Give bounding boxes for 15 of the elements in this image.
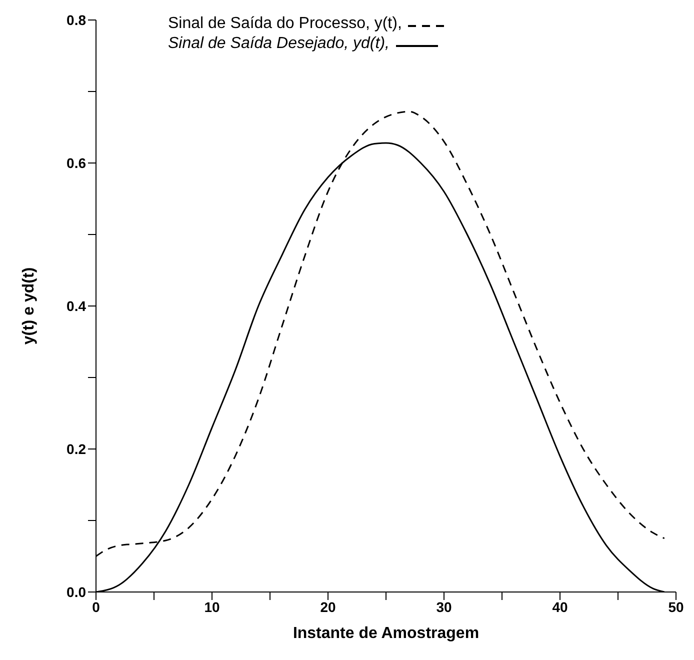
x-tick-label: 30	[436, 598, 452, 615]
y-tick-label: 0.2	[66, 440, 86, 457]
y-tick-label: 0.8	[66, 12, 86, 28]
x-axis-title: Instante de Amostragem	[292, 625, 480, 642]
y-axis-title: y(t) e yd(t)	[20, 267, 38, 345]
x-tick-label: 20	[320, 598, 336, 615]
x-tick-label: 50	[668, 598, 684, 615]
x-tick-label: 40	[552, 598, 568, 615]
legend-label: Sinal de Saída Desejado, yd(t),	[168, 35, 390, 52]
y-tick-label: 0.4	[66, 298, 86, 314]
x-tick-label: 10	[204, 598, 220, 615]
x-tick-label: 0	[92, 598, 100, 615]
legend-label: Sinal de Saída do Processo, y(t),	[168, 15, 402, 32]
y-tick-label: 0.0	[66, 584, 86, 600]
y-tick-label: 0.6	[66, 154, 86, 171]
